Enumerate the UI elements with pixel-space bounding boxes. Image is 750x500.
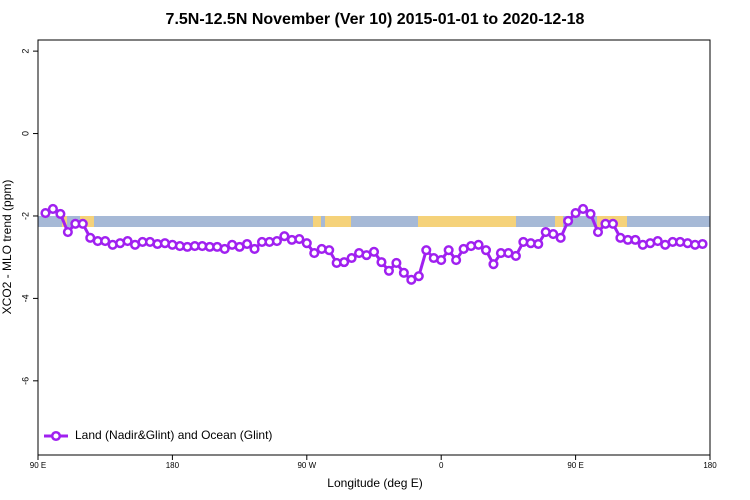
legend: Land (Nadir&Glint) and Ocean (Glint) (44, 428, 272, 442)
y-tick-label: -2 (20, 212, 30, 220)
data-point (578, 203, 589, 215)
data-point (413, 271, 424, 282)
data-point (406, 274, 417, 285)
data-point (443, 245, 454, 256)
data-point (279, 231, 290, 242)
data-point (242, 238, 253, 250)
x-tick-label: 180 (166, 461, 180, 470)
data-point (368, 246, 380, 257)
y-tick-label: -6 (20, 377, 30, 385)
data-point (548, 229, 559, 240)
data-point (697, 238, 708, 250)
data-point (436, 255, 447, 266)
data-point (309, 248, 320, 259)
legend-marker (50, 430, 62, 442)
data-point (376, 257, 387, 268)
x-tick-label: 180 (703, 461, 717, 470)
data-point (555, 232, 566, 243)
data-point (219, 243, 230, 254)
data-point (249, 243, 260, 254)
data-point (607, 218, 618, 229)
plot-frame (37, 39, 711, 456)
data-point (301, 238, 312, 249)
data-point (451, 255, 462, 266)
data-point (652, 236, 663, 247)
data-point (47, 203, 58, 215)
data-point (592, 226, 604, 238)
data-point (563, 215, 574, 226)
data-point (294, 234, 305, 245)
x-tick-label: 90 E (30, 461, 46, 470)
data-point (473, 239, 484, 250)
y-tick-label: -4 (20, 294, 30, 302)
data-point (488, 259, 499, 270)
data-point (510, 250, 521, 261)
data-point (421, 245, 432, 256)
data-point (630, 234, 641, 245)
data-point (271, 236, 282, 247)
data-point (77, 218, 88, 229)
data-point (570, 208, 581, 219)
data-point (324, 245, 335, 256)
data-point (391, 257, 402, 269)
y-tick-label: 2 (20, 49, 30, 54)
data-point (339, 257, 350, 268)
data-point (480, 245, 492, 256)
data-point (122, 236, 133, 247)
data-point (533, 238, 544, 250)
legend-label: Land (Nadir&Glint) and Ocean (Glint) (75, 428, 272, 442)
data-point (100, 236, 111, 247)
y-axis-label: XCO2 - MLO trend (ppm) (0, 180, 14, 315)
data-point (55, 208, 66, 219)
y-tick-label: 0 (20, 131, 30, 136)
data-point (346, 252, 357, 264)
x-tick-label: 90 W (297, 461, 316, 470)
x-tick-label: 90 E (567, 461, 583, 470)
data-point (383, 265, 394, 276)
chart-title: 7.5N-12.5N November (Ver 10) 2015-01-01 … (166, 11, 585, 28)
x-axis-label: Longitude (deg E) (327, 476, 422, 490)
data-point (40, 208, 51, 219)
data-point (62, 226, 73, 238)
data-point (398, 267, 409, 278)
data-point (585, 208, 596, 219)
x-tick-label: 0 (439, 461, 444, 470)
